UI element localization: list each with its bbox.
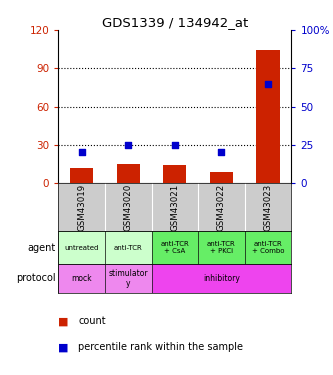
Bar xyxy=(58,264,105,292)
Text: GSM43020: GSM43020 xyxy=(124,184,133,231)
Text: GSM43023: GSM43023 xyxy=(263,184,273,231)
Bar xyxy=(198,231,245,264)
Text: anti-TCR
+ CsA: anti-TCR + CsA xyxy=(161,241,189,254)
Point xyxy=(126,142,131,148)
Text: anti-TCR: anti-TCR xyxy=(114,244,143,250)
Text: GSM43022: GSM43022 xyxy=(217,184,226,231)
Point xyxy=(79,150,84,156)
Bar xyxy=(105,231,152,264)
Point xyxy=(172,142,177,148)
Bar xyxy=(70,168,93,183)
Text: ■: ■ xyxy=(58,316,69,326)
Point xyxy=(265,81,271,87)
Bar xyxy=(256,50,280,183)
Text: anti-TCR
+ PKCi: anti-TCR + PKCi xyxy=(207,241,236,254)
Text: stimulator
y: stimulator y xyxy=(109,268,148,288)
Text: count: count xyxy=(78,316,106,326)
Bar xyxy=(163,165,186,183)
Title: GDS1339 / 134942_at: GDS1339 / 134942_at xyxy=(102,16,248,29)
Text: percentile rank within the sample: percentile rank within the sample xyxy=(78,342,243,352)
Bar xyxy=(117,164,140,183)
Text: protocol: protocol xyxy=(16,273,56,283)
Text: anti-TCR
+ Combo: anti-TCR + Combo xyxy=(252,241,284,254)
Point xyxy=(219,150,224,156)
Text: agent: agent xyxy=(28,243,56,253)
Bar xyxy=(210,172,233,183)
Text: GSM43019: GSM43019 xyxy=(77,184,86,231)
Text: untreated: untreated xyxy=(64,244,99,250)
Bar xyxy=(105,264,152,292)
Bar xyxy=(152,231,198,264)
Text: GSM43021: GSM43021 xyxy=(170,184,179,231)
Text: inhibitory: inhibitory xyxy=(203,274,240,283)
Bar xyxy=(152,264,291,292)
Bar xyxy=(245,231,291,264)
Text: mock: mock xyxy=(71,274,92,283)
Text: ■: ■ xyxy=(58,342,69,352)
Bar xyxy=(58,231,105,264)
